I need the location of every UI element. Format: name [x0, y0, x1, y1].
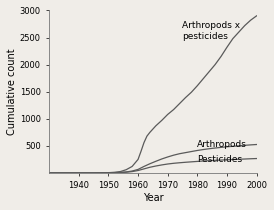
Text: Pesticides: Pesticides: [197, 155, 242, 164]
Y-axis label: Cumulative count: Cumulative count: [7, 48, 17, 135]
Text: Arthropods x
pesticides: Arthropods x pesticides: [182, 21, 241, 41]
X-axis label: Year: Year: [142, 193, 163, 203]
Text: Arthropods: Arthropods: [197, 140, 247, 149]
